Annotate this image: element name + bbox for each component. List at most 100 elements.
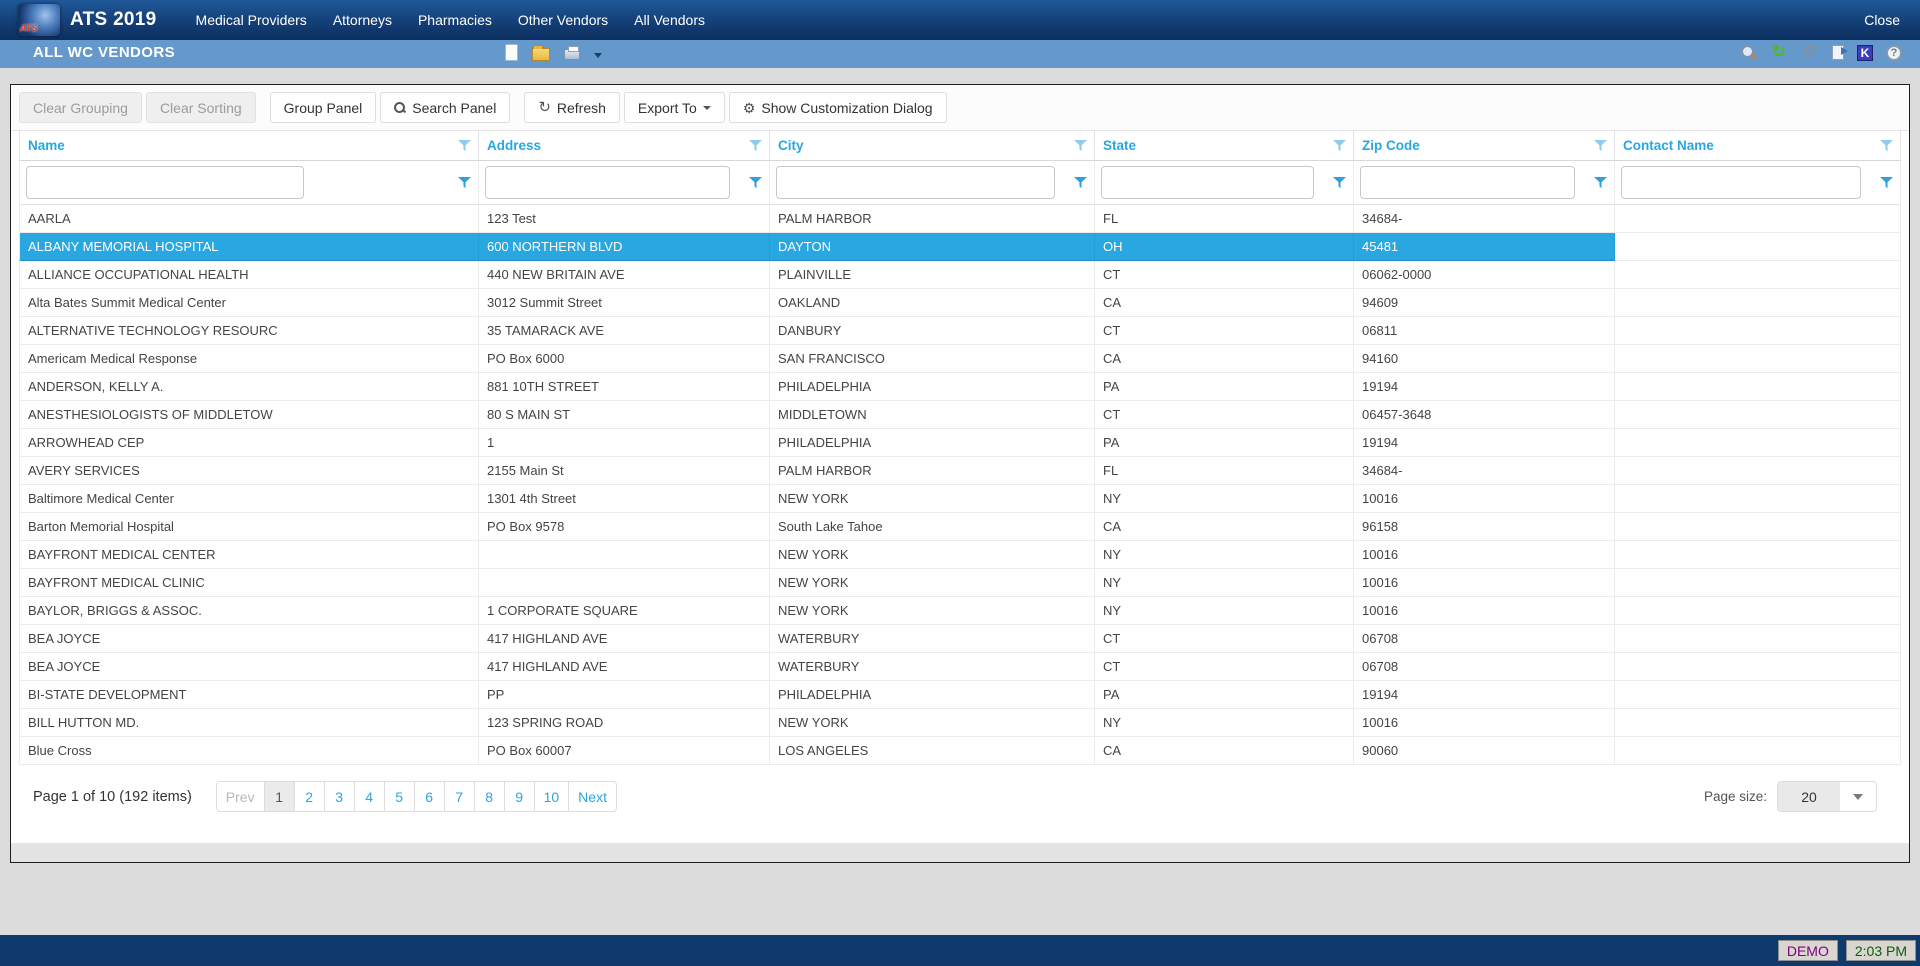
cell-contact[interactable] bbox=[1615, 625, 1901, 653]
cell-zip[interactable]: 06811 bbox=[1354, 317, 1615, 345]
cell-zip[interactable]: 19194 bbox=[1354, 373, 1615, 401]
cell-contact[interactable] bbox=[1615, 513, 1901, 541]
cell-state[interactable]: NY bbox=[1095, 541, 1354, 569]
filter-input-address[interactable] bbox=[485, 166, 730, 199]
cell-name[interactable]: ARROWHEAD CEP bbox=[19, 429, 479, 457]
cell-zip[interactable]: 94160 bbox=[1354, 345, 1615, 373]
cell-zip[interactable]: 10016 bbox=[1354, 569, 1615, 597]
cell-city[interactable]: SAN FRANCISCO bbox=[770, 345, 1095, 373]
cell-name[interactable]: Americam Medical Response bbox=[19, 345, 479, 373]
cell-city[interactable]: NEW YORK bbox=[770, 541, 1095, 569]
refresh-icon[interactable]: ↻ bbox=[1771, 42, 1787, 61]
cell-address[interactable]: 80 S MAIN ST bbox=[479, 401, 770, 429]
cell-state[interactable]: CT bbox=[1095, 653, 1354, 681]
search-icon[interactable] bbox=[1739, 43, 1757, 61]
cell-name[interactable]: Barton Memorial Hospital bbox=[19, 513, 479, 541]
table-row[interactable]: AVERY SERVICES 2155 Main St PALM HARBOR FL 3… bbox=[19, 457, 1901, 485]
cell-contact[interactable] bbox=[1615, 737, 1901, 765]
help-icon[interactable] bbox=[1886, 44, 1902, 61]
cell-contact[interactable] bbox=[1615, 317, 1901, 345]
cell-zip[interactable]: 06708 bbox=[1354, 625, 1615, 653]
cell-state[interactable]: PA bbox=[1095, 429, 1354, 457]
cell-state[interactable]: NY bbox=[1095, 485, 1354, 513]
cell-state[interactable]: FL bbox=[1095, 457, 1354, 485]
cell-name[interactable]: AVERY SERVICES bbox=[19, 457, 479, 485]
filter-funnel-icon[interactable] bbox=[1333, 177, 1346, 189]
cell-address[interactable]: 35 TAMARACK AVE bbox=[479, 317, 770, 345]
cell-name[interactable]: BEA JOYCE bbox=[19, 625, 479, 653]
cell-address[interactable]: 440 NEW BRITAIN AVE bbox=[479, 261, 770, 289]
filter-funnel-icon[interactable] bbox=[1880, 177, 1893, 189]
cell-name[interactable]: BAYFRONT MEDICAL CENTER bbox=[19, 541, 479, 569]
pager-next-button[interactable]: Next bbox=[568, 781, 617, 812]
cell-zip[interactable]: 19194 bbox=[1354, 429, 1615, 457]
cell-contact[interactable] bbox=[1615, 653, 1901, 681]
filter-input-zip-code[interactable] bbox=[1360, 166, 1575, 199]
cell-zip[interactable]: 10016 bbox=[1354, 597, 1615, 625]
table-row[interactable]: BILL HUTTON MD. 123 SPRING ROAD NEW YORK NY… bbox=[19, 709, 1901, 737]
cell-zip[interactable]: 34684- bbox=[1354, 205, 1615, 233]
cell-city[interactable]: NEW YORK bbox=[770, 569, 1095, 597]
cell-state[interactable]: NY bbox=[1095, 709, 1354, 737]
cell-address[interactable]: 2155 Main St bbox=[479, 457, 770, 485]
show-customization-dialog-button[interactable]: ⚙ Show Customization Dialog bbox=[728, 92, 947, 123]
filter-input-name[interactable] bbox=[26, 166, 304, 199]
nav-item-attorneys[interactable]: Attorneys bbox=[332, 12, 392, 28]
cell-name[interactable]: ALBANY MEMORIAL HOSPITAL bbox=[19, 233, 479, 261]
table-row[interactable]: BEA JOYCE 417 HIGHLAND AVE WATERBURY CT 0670… bbox=[19, 653, 1901, 681]
cell-contact[interactable] bbox=[1615, 681, 1901, 709]
cell-state[interactable]: CA bbox=[1095, 513, 1354, 541]
cell-name[interactable]: AARLA bbox=[19, 205, 479, 233]
pager-page-10[interactable]: 10 bbox=[533, 781, 570, 812]
gear-icon[interactable]: ⚙ bbox=[1802, 43, 1818, 60]
cell-contact[interactable] bbox=[1615, 709, 1901, 737]
column-header-name[interactable]: Name bbox=[19, 131, 479, 161]
cell-city[interactable]: PALM HARBOR bbox=[770, 457, 1095, 485]
nav-item-medical-providers[interactable]: Medical Providers bbox=[195, 12, 307, 28]
cell-zip[interactable]: 10016 bbox=[1354, 485, 1615, 513]
cell-city[interactable]: DAYTON bbox=[770, 233, 1095, 261]
cell-address[interactable]: 1 CORPORATE SQUARE bbox=[479, 597, 770, 625]
pager-page-9[interactable]: 9 bbox=[503, 781, 535, 812]
cell-contact[interactable] bbox=[1615, 485, 1901, 513]
cell-name[interactable]: ANESTHESIOLOGISTS OF MIDDLETOW bbox=[19, 401, 479, 429]
cell-contact[interactable] bbox=[1615, 597, 1901, 625]
cell-address[interactable]: PO Box 60007 bbox=[479, 737, 770, 765]
filter-funnel-icon[interactable] bbox=[1880, 140, 1893, 152]
table-row[interactable]: ANDERSON, KELLY A. 881 10TH STREET PHILADE… bbox=[19, 373, 1901, 401]
print-icon[interactable] bbox=[564, 46, 580, 60]
pager-page-3[interactable]: 3 bbox=[323, 781, 355, 812]
cell-state[interactable]: OH bbox=[1095, 233, 1354, 261]
cell-name[interactable]: Blue Cross bbox=[19, 737, 479, 765]
cell-city[interactable]: OAKLAND bbox=[770, 289, 1095, 317]
column-header-city[interactable]: City bbox=[770, 131, 1095, 161]
pager-page-8[interactable]: 8 bbox=[473, 781, 505, 812]
table-row[interactable]: BI-STATE DEVELOPMENT PP PHILADELPHIA PA 1919… bbox=[19, 681, 1901, 709]
cell-city[interactable]: WATERBURY bbox=[770, 653, 1095, 681]
filter-funnel-icon[interactable] bbox=[1074, 140, 1087, 152]
cell-city[interactable]: WATERBURY bbox=[770, 625, 1095, 653]
cell-name[interactable]: Baltimore Medical Center bbox=[19, 485, 479, 513]
column-header-contact-name[interactable]: Contact Name bbox=[1615, 131, 1901, 161]
cell-address[interactable]: PP bbox=[479, 681, 770, 709]
cell-city[interactable]: NEW YORK bbox=[770, 485, 1095, 513]
cell-contact[interactable] bbox=[1615, 233, 1901, 261]
cell-name[interactable]: BAYFRONT MEDICAL CLINIC bbox=[19, 569, 479, 597]
cell-state[interactable]: CT bbox=[1095, 261, 1354, 289]
pager-page-2[interactable]: 2 bbox=[293, 781, 325, 812]
pager-page-7[interactable]: 7 bbox=[443, 781, 475, 812]
cell-name[interactable]: BI-STATE DEVELOPMENT bbox=[19, 681, 479, 709]
cell-state[interactable]: CA bbox=[1095, 737, 1354, 765]
filter-funnel-icon[interactable] bbox=[1333, 140, 1346, 152]
cell-city[interactable]: LOS ANGELES bbox=[770, 737, 1095, 765]
cell-contact[interactable] bbox=[1615, 261, 1901, 289]
pager-page-5[interactable]: 5 bbox=[383, 781, 415, 812]
cell-city[interactable]: South Lake Tahoe bbox=[770, 513, 1095, 541]
cell-contact[interactable] bbox=[1615, 541, 1901, 569]
cell-address[interactable]: 417 HIGHLAND AVE bbox=[479, 653, 770, 681]
nav-item-pharmacies[interactable]: Pharmacies bbox=[417, 12, 492, 28]
cell-city[interactable]: PLAINVILLE bbox=[770, 261, 1095, 289]
filter-input-city[interactable] bbox=[776, 166, 1055, 199]
cell-name[interactable]: ALTERNATIVE TECHNOLOGY RESOURC bbox=[19, 317, 479, 345]
keyboard-k-icon[interactable] bbox=[1857, 44, 1873, 61]
